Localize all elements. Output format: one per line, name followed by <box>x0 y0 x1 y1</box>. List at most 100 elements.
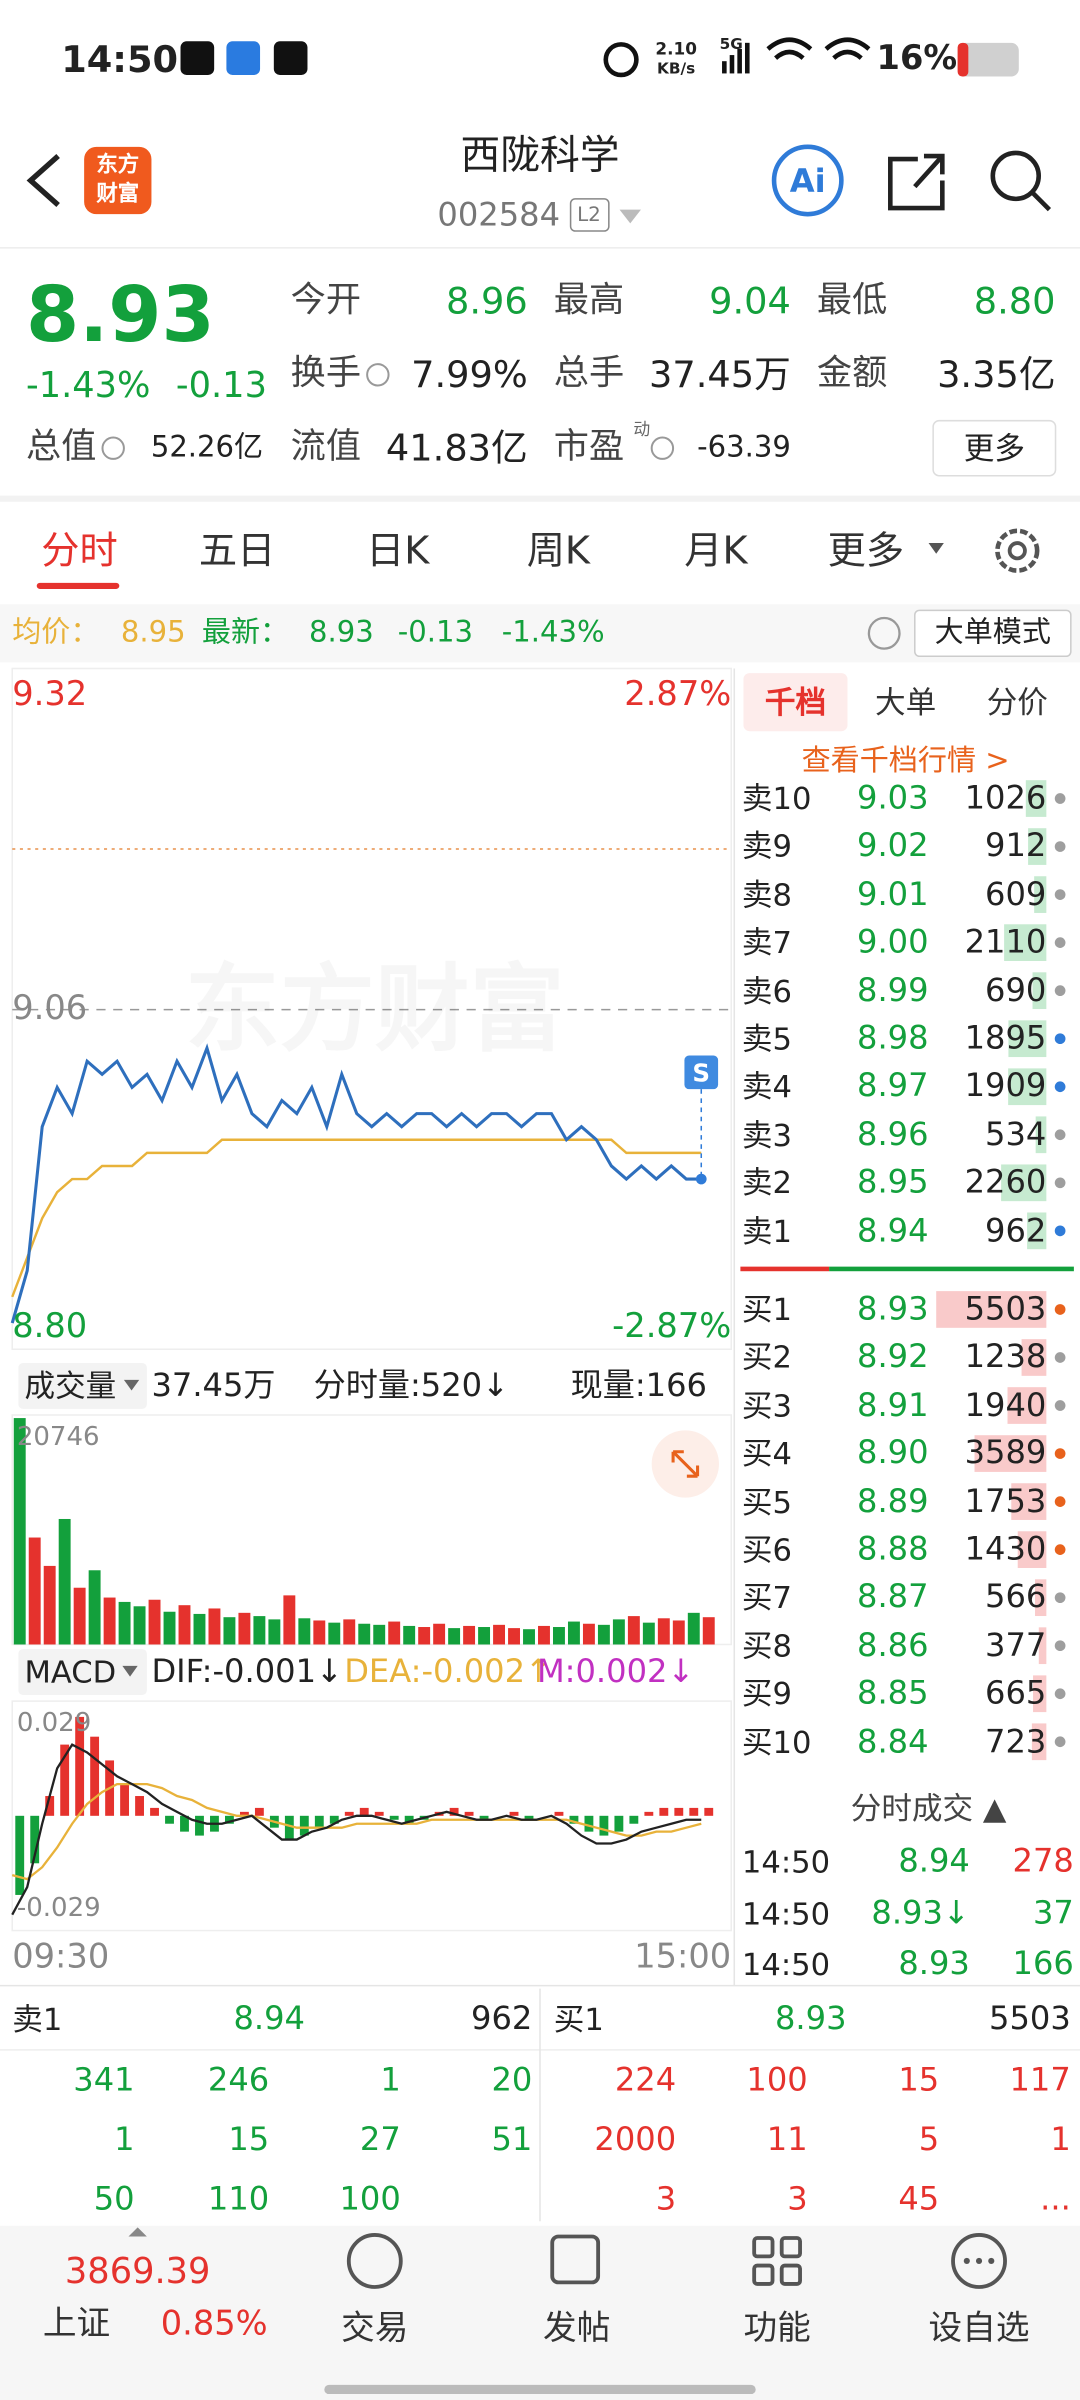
trade-volume: 278 <box>1012 1842 1074 1880</box>
book-volume: 1238 <box>964 1338 1047 1376</box>
volume-bar <box>313 1620 326 1645</box>
volume-bar <box>88 1570 101 1645</box>
chart-frame <box>11 1700 732 1932</box>
axis-label: 20746 <box>16 1421 100 1453</box>
macd-bar <box>569 1815 579 1824</box>
queue-volume: 5503 <box>989 2000 1071 2037</box>
tab-active-bg <box>743 673 848 732</box>
stat-label: 最高 <box>553 280 625 321</box>
macd-bar <box>165 1815 174 1824</box>
book-tab[interactable]: 分价 <box>986 683 1048 721</box>
more-button[interactable] <box>932 419 1057 477</box>
back-icon[interactable] <box>26 154 60 207</box>
book-tab[interactable]: 大单 <box>875 683 937 721</box>
depth-bar <box>1033 1675 1047 1713</box>
macd-bar <box>90 1736 100 1816</box>
mode-button[interactable] <box>914 609 1072 658</box>
macd-select[interactable]: MACD <box>24 1653 117 1691</box>
more-text[interactable]: 更多 <box>963 429 1025 467</box>
volume-bar <box>463 1625 476 1645</box>
macd-bar <box>674 1807 684 1816</box>
volume-minute: 分时量:520↓ <box>313 1366 510 1404</box>
depth-bar <box>1001 1164 1047 1202</box>
book-level: 卖8 <box>741 876 793 913</box>
ai-text[interactable]: Ai <box>789 162 826 200</box>
tab[interactable]: 分时 <box>41 528 118 573</box>
volume-select[interactable]: 成交量 <box>24 1367 117 1405</box>
queue-price: 8.94 <box>233 2000 306 2037</box>
book-tab[interactable]: 千档 <box>764 683 827 721</box>
stat-value: 8.96 <box>446 279 528 323</box>
signal-icon <box>722 42 750 74</box>
macd-bar <box>599 1815 609 1836</box>
change: -0.13 <box>175 366 267 407</box>
nav-item[interactable]: 发帖 <box>543 2309 611 2349</box>
divider <box>740 1266 830 1272</box>
nav-item[interactable]: 交易 <box>341 2309 409 2349</box>
volume-bar <box>238 1612 251 1645</box>
trade-price: 8.94 <box>898 1842 970 1880</box>
tab[interactable]: 更多 <box>827 528 905 573</box>
book-price: 8.84 <box>857 1722 929 1760</box>
watchlist-icon[interactable] <box>951 2233 1007 2289</box>
trades-title[interactable]: 分时成交 ▲ <box>850 1789 1007 1827</box>
book-dot <box>1054 1129 1066 1141</box>
book-level: 卖6 <box>741 972 793 1010</box>
volume-bar <box>328 1622 341 1645</box>
nav-item[interactable]: 功能 <box>743 2309 811 2349</box>
trade-time: 14:50 <box>741 1894 831 1932</box>
post-icon[interactable] <box>550 2234 601 2285</box>
function-icon[interactable] <box>752 2236 802 2286</box>
volume-bar <box>672 1620 685 1645</box>
axis-label: 9.32 <box>12 676 88 715</box>
nav-item[interactable]: 设自选 <box>928 2309 1030 2349</box>
help-icon[interactable] <box>867 616 901 650</box>
book-price: 8.92 <box>857 1338 929 1376</box>
tab[interactable]: 五日 <box>198 528 276 573</box>
macd-bar <box>45 1796 55 1816</box>
search-icon[interactable] <box>990 150 1041 202</box>
avg-value: 8.95 <box>120 615 186 650</box>
marker-text[interactable]: S <box>692 1058 711 1088</box>
depth-bar <box>1011 1483 1047 1520</box>
book-level: 买5 <box>741 1483 793 1520</box>
tab[interactable]: 月K <box>684 528 748 573</box>
volume-select-bg[interactable] <box>18 1363 147 1409</box>
share-icon[interactable] <box>888 153 945 211</box>
book-volume: 609 <box>985 875 1047 913</box>
dropdown-icon <box>123 1379 140 1391</box>
tab[interactable]: 周K <box>526 528 591 573</box>
macd-dif: DIF:-0.001↓ <box>151 1652 343 1690</box>
volume-bar <box>493 1624 506 1645</box>
info-icon <box>366 363 390 387</box>
trade-price: 8.93 <box>898 1945 970 1982</box>
book-price: 9.02 <box>857 827 929 865</box>
axis-label: 8.80 <box>12 1307 88 1347</box>
volume-bar <box>13 1418 26 1645</box>
dropdown-icon[interactable] <box>619 209 641 224</box>
settings-icon[interactable] <box>995 528 1040 573</box>
last-point <box>695 1173 707 1185</box>
stat-label: 市盈 <box>553 427 625 468</box>
logo-text: 财富 <box>96 182 140 207</box>
book-level: 卖7 <box>741 924 793 961</box>
macd-select-bg[interactable] <box>18 1649 147 1695</box>
macd-bar <box>614 1815 624 1832</box>
book-price: 9.03 <box>857 779 929 817</box>
volume-bar <box>163 1611 176 1645</box>
volume-bar <box>343 1619 356 1645</box>
trade-icon[interactable] <box>346 2233 403 2289</box>
index-value[interactable]: 3869.39 <box>64 2252 211 2293</box>
mode-text[interactable]: 大单模式 <box>934 615 1051 650</box>
tab[interactable]: 日K <box>366 528 430 573</box>
book-level: 卖1 <box>741 1212 793 1250</box>
ai-button[interactable] <box>771 144 844 217</box>
book-volume: 5503 <box>964 1290 1047 1328</box>
queue-order: 3 <box>787 2180 808 2218</box>
book-link[interactable]: 查看千档行情 > <box>801 744 1010 778</box>
book-price: 8.88 <box>857 1530 929 1568</box>
stat-value: 7.99% <box>411 353 528 397</box>
macd-bar <box>344 1811 354 1816</box>
book-level: 买7 <box>741 1579 793 1617</box>
